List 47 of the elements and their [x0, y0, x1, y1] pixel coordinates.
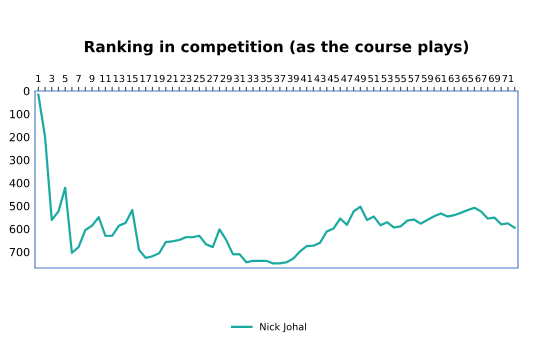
y-tick-label: 0	[24, 86, 30, 96]
x-tick-label: 3	[49, 74, 54, 82]
x-tick-label: 67	[476, 74, 486, 82]
x-tick-label: 43	[314, 74, 326, 82]
x-tick-label: 33	[248, 74, 258, 82]
x-tick-label: 45	[328, 74, 339, 82]
x-tick-label: 11	[100, 74, 111, 82]
x-tick-label: 21	[167, 74, 178, 82]
x-tick-label: 55	[395, 74, 406, 82]
x-tick-label: 1	[36, 74, 41, 82]
y-tick-label: 300	[10, 156, 30, 164]
x-tick-label: 57	[408, 74, 420, 82]
y-tick-label: 200	[10, 132, 30, 142]
y-tick-label: 600	[10, 224, 30, 234]
x-tick-label: 53	[382, 74, 393, 82]
x-tick-label: 9	[90, 74, 94, 82]
x-tick-label: 27	[207, 74, 218, 82]
y-tick-label: 500	[10, 202, 30, 210]
x-tick-label: 47	[341, 74, 352, 82]
y-tick-label: 700	[10, 248, 30, 256]
x-tick-label: 13	[114, 74, 124, 82]
x-tick-label: 71	[502, 74, 514, 82]
x-tick-label: 37	[274, 74, 286, 82]
x-tick-label: 35	[260, 74, 272, 82]
x-tick-label: 63	[448, 74, 460, 82]
x-tick-label: 29	[220, 74, 232, 82]
y-tick-label: 100	[10, 110, 30, 118]
x-tick-label: 17	[140, 74, 152, 82]
x-tick-label: 49	[354, 74, 366, 82]
x-tick-label: 5	[62, 74, 68, 82]
x-tick-label: 59	[422, 74, 433, 82]
x-tick-label: 25	[194, 74, 205, 82]
x-tick-label: 65	[462, 74, 474, 82]
chart-title: Ranking in competition (as the course plays)	[85, 40, 468, 56]
x-tick-label: 51	[368, 74, 380, 82]
y-tick-label: 400	[9, 178, 30, 188]
x-tick-label: 39	[288, 74, 299, 82]
x-tick-label: 23	[180, 74, 192, 82]
x-tick-label: 15	[127, 74, 138, 82]
line-series	[37, 94, 516, 265]
x-tick-label: 31	[234, 74, 245, 82]
x-tick-label: 61	[435, 74, 446, 82]
legend-label: Nick Johal	[260, 322, 306, 332]
x-tick-label: 7	[76, 74, 81, 82]
x-tick-label: 69	[489, 74, 500, 82]
x-tick-label: 19	[154, 74, 165, 82]
x-tick-label: 41	[300, 74, 312, 82]
